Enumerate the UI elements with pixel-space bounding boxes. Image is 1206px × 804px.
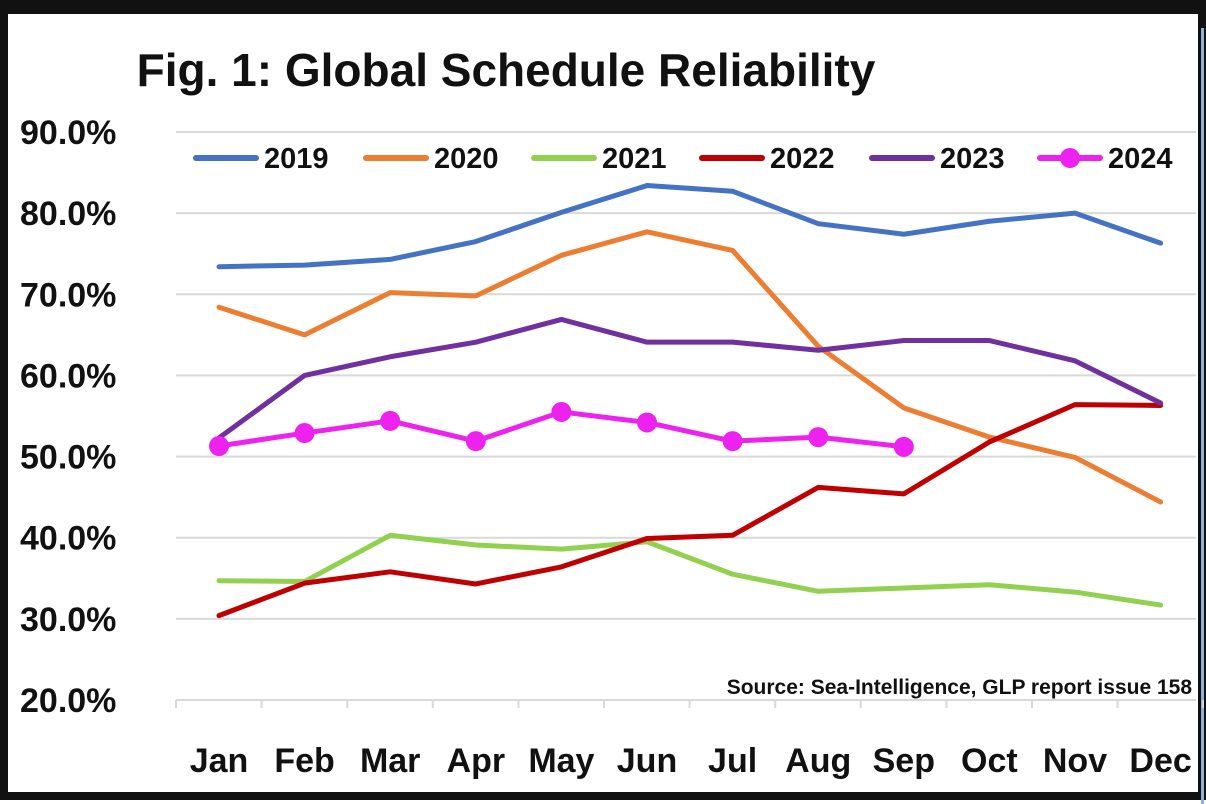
- series-line: [216, 402, 1164, 619]
- x-tick-label: Apr: [447, 742, 506, 780]
- line-chart: Fig. 1: Global Schedule Reliability 20.0…: [20, 44, 1204, 780]
- x-tick-label: Nov: [1043, 742, 1107, 780]
- y-tick-label: 90.0%: [20, 114, 116, 152]
- x-tick-label: Jul: [708, 742, 757, 780]
- legend-label: 2021: [602, 143, 667, 175]
- data-point: [808, 427, 829, 448]
- legend-label: 2023: [940, 143, 1005, 175]
- legend-label: 2020: [434, 143, 499, 175]
- legend-label: 2024: [1108, 143, 1173, 175]
- series-2019: [216, 183, 1164, 270]
- x-tick-label: Jun: [617, 742, 677, 780]
- x-tick-label: Mar: [360, 742, 420, 780]
- y-tick-label: 80.0%: [20, 195, 116, 233]
- chart-area: Fig. 1: Global Schedule Reliability 20.0…: [16, 28, 1204, 804]
- legend-label: 2019: [264, 143, 329, 175]
- series-line: [216, 316, 1164, 441]
- y-tick-label: 50.0%: [20, 439, 116, 477]
- series-line: [216, 532, 1164, 608]
- series-2021: [216, 532, 1164, 608]
- y-tick-label: 70.0%: [20, 276, 116, 314]
- y-tick-label: 40.0%: [20, 520, 116, 558]
- chart-title: Fig. 1: Global Schedule Reliability: [137, 44, 876, 96]
- y-axis: 20.0% 30.0% 40.0% 50.0% 60.0% 70.0% 80.0% 90.0%: [20, 114, 116, 720]
- data-point: [893, 436, 914, 457]
- data-point: [637, 412, 657, 433]
- series-2024: [209, 401, 914, 457]
- x-tick-label: Aug: [785, 742, 851, 780]
- x-tick-label: Dec: [1129, 742, 1191, 780]
- series-2022: [216, 402, 1164, 619]
- x-tick-label: Jan: [190, 742, 249, 780]
- legend-item-2020: 2020: [363, 143, 499, 175]
- data-point: [209, 436, 229, 457]
- legend-marker: [1060, 148, 1080, 168]
- source-note: Source: Sea-Intelligence, GLP report iss…: [727, 676, 1193, 699]
- series-line: [216, 229, 1164, 505]
- series-2023: [216, 316, 1164, 441]
- y-tick-label: 20.0%: [20, 682, 116, 720]
- data-point: [294, 423, 315, 444]
- x-tick-label: Feb: [274, 742, 334, 780]
- legend-label: 2022: [770, 143, 835, 175]
- data-point: [551, 401, 572, 422]
- x-tick-label: Oct: [961, 742, 1018, 780]
- series-lines: [209, 183, 1164, 619]
- x-axis: Jan Feb Mar Apr May Jun Jul Aug Sep Oct Nov Dec: [175, 699, 1204, 780]
- legend-item-2024: 2024: [1037, 143, 1173, 175]
- x-tick-label: Sep: [873, 742, 935, 780]
- y-tick-label: 30.0%: [20, 601, 116, 639]
- legend-item-2021: 2021: [531, 143, 667, 175]
- legend-item-2019: 2019: [193, 143, 329, 175]
- gridlines: [176, 131, 1196, 620]
- series-line: [216, 183, 1164, 270]
- data-point: [722, 431, 743, 452]
- y-tick-label: 60.0%: [20, 357, 116, 395]
- data-point: [465, 431, 486, 452]
- series-2020: [216, 229, 1164, 505]
- x-tick-label: May: [528, 742, 594, 780]
- legend-item-2023: 2023: [869, 143, 1005, 175]
- data-point: [380, 410, 401, 431]
- legend-item-2022: 2022: [699, 143, 835, 175]
- legend: 2019 2020 2021 2022 2023 2024: [193, 143, 1173, 175]
